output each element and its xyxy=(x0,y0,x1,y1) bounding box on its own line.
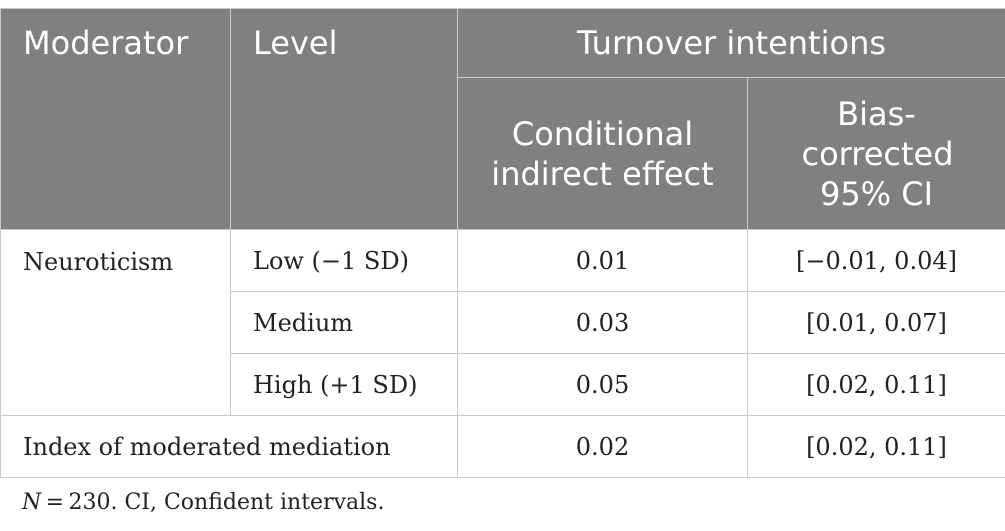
header-turnover-intentions: Turnover intentions xyxy=(457,8,1005,78)
moderator-cell: Neuroticism xyxy=(0,229,231,416)
index-row: Index of moderated mediation 0.02 [0.02,… xyxy=(0,415,1005,478)
effect-cell: 0.01 xyxy=(457,229,748,292)
ci-cell: [0.02, 0.11] xyxy=(747,415,1005,478)
header-conditional-indirect-effect: Conditional indirect effect xyxy=(457,77,748,230)
sample-size-symbol: N xyxy=(22,490,42,515)
table-row: Medium 0.03 [0.01, 0.07] xyxy=(1,291,1005,354)
table-footnote: N = 230. CI, Confident intervals. xyxy=(22,490,384,515)
header-moderator: Moderator xyxy=(0,8,231,230)
header-bias-corrected-ci: Bias-corrected 95% CI xyxy=(747,77,1005,230)
effect-cell: 0.03 xyxy=(457,291,748,354)
level-cell: Low (−1 SD) xyxy=(230,229,458,292)
effect-cell: 0.05 xyxy=(457,353,748,416)
effect-cell: 0.02 xyxy=(457,415,748,478)
ci-cell: [0.01, 0.07] xyxy=(747,291,1005,354)
level-cell: Medium xyxy=(230,291,458,354)
footnote-text: = 230. CI, Confident intervals. xyxy=(41,490,385,515)
results-table: Moderator Level Turnover intentions Cond… xyxy=(0,8,1005,478)
table-row: Neuroticism Low (−1 SD) 0.01 [−0.01, 0.0… xyxy=(0,229,1005,416)
header-level: Level xyxy=(230,8,458,230)
ci-cell: [0.02, 0.11] xyxy=(747,353,1005,416)
level-cell: High (+1 SD) xyxy=(230,353,458,416)
ci-cell: [−0.01, 0.04] xyxy=(747,229,1005,292)
index-label-cell: Index of moderated mediation xyxy=(0,415,458,478)
